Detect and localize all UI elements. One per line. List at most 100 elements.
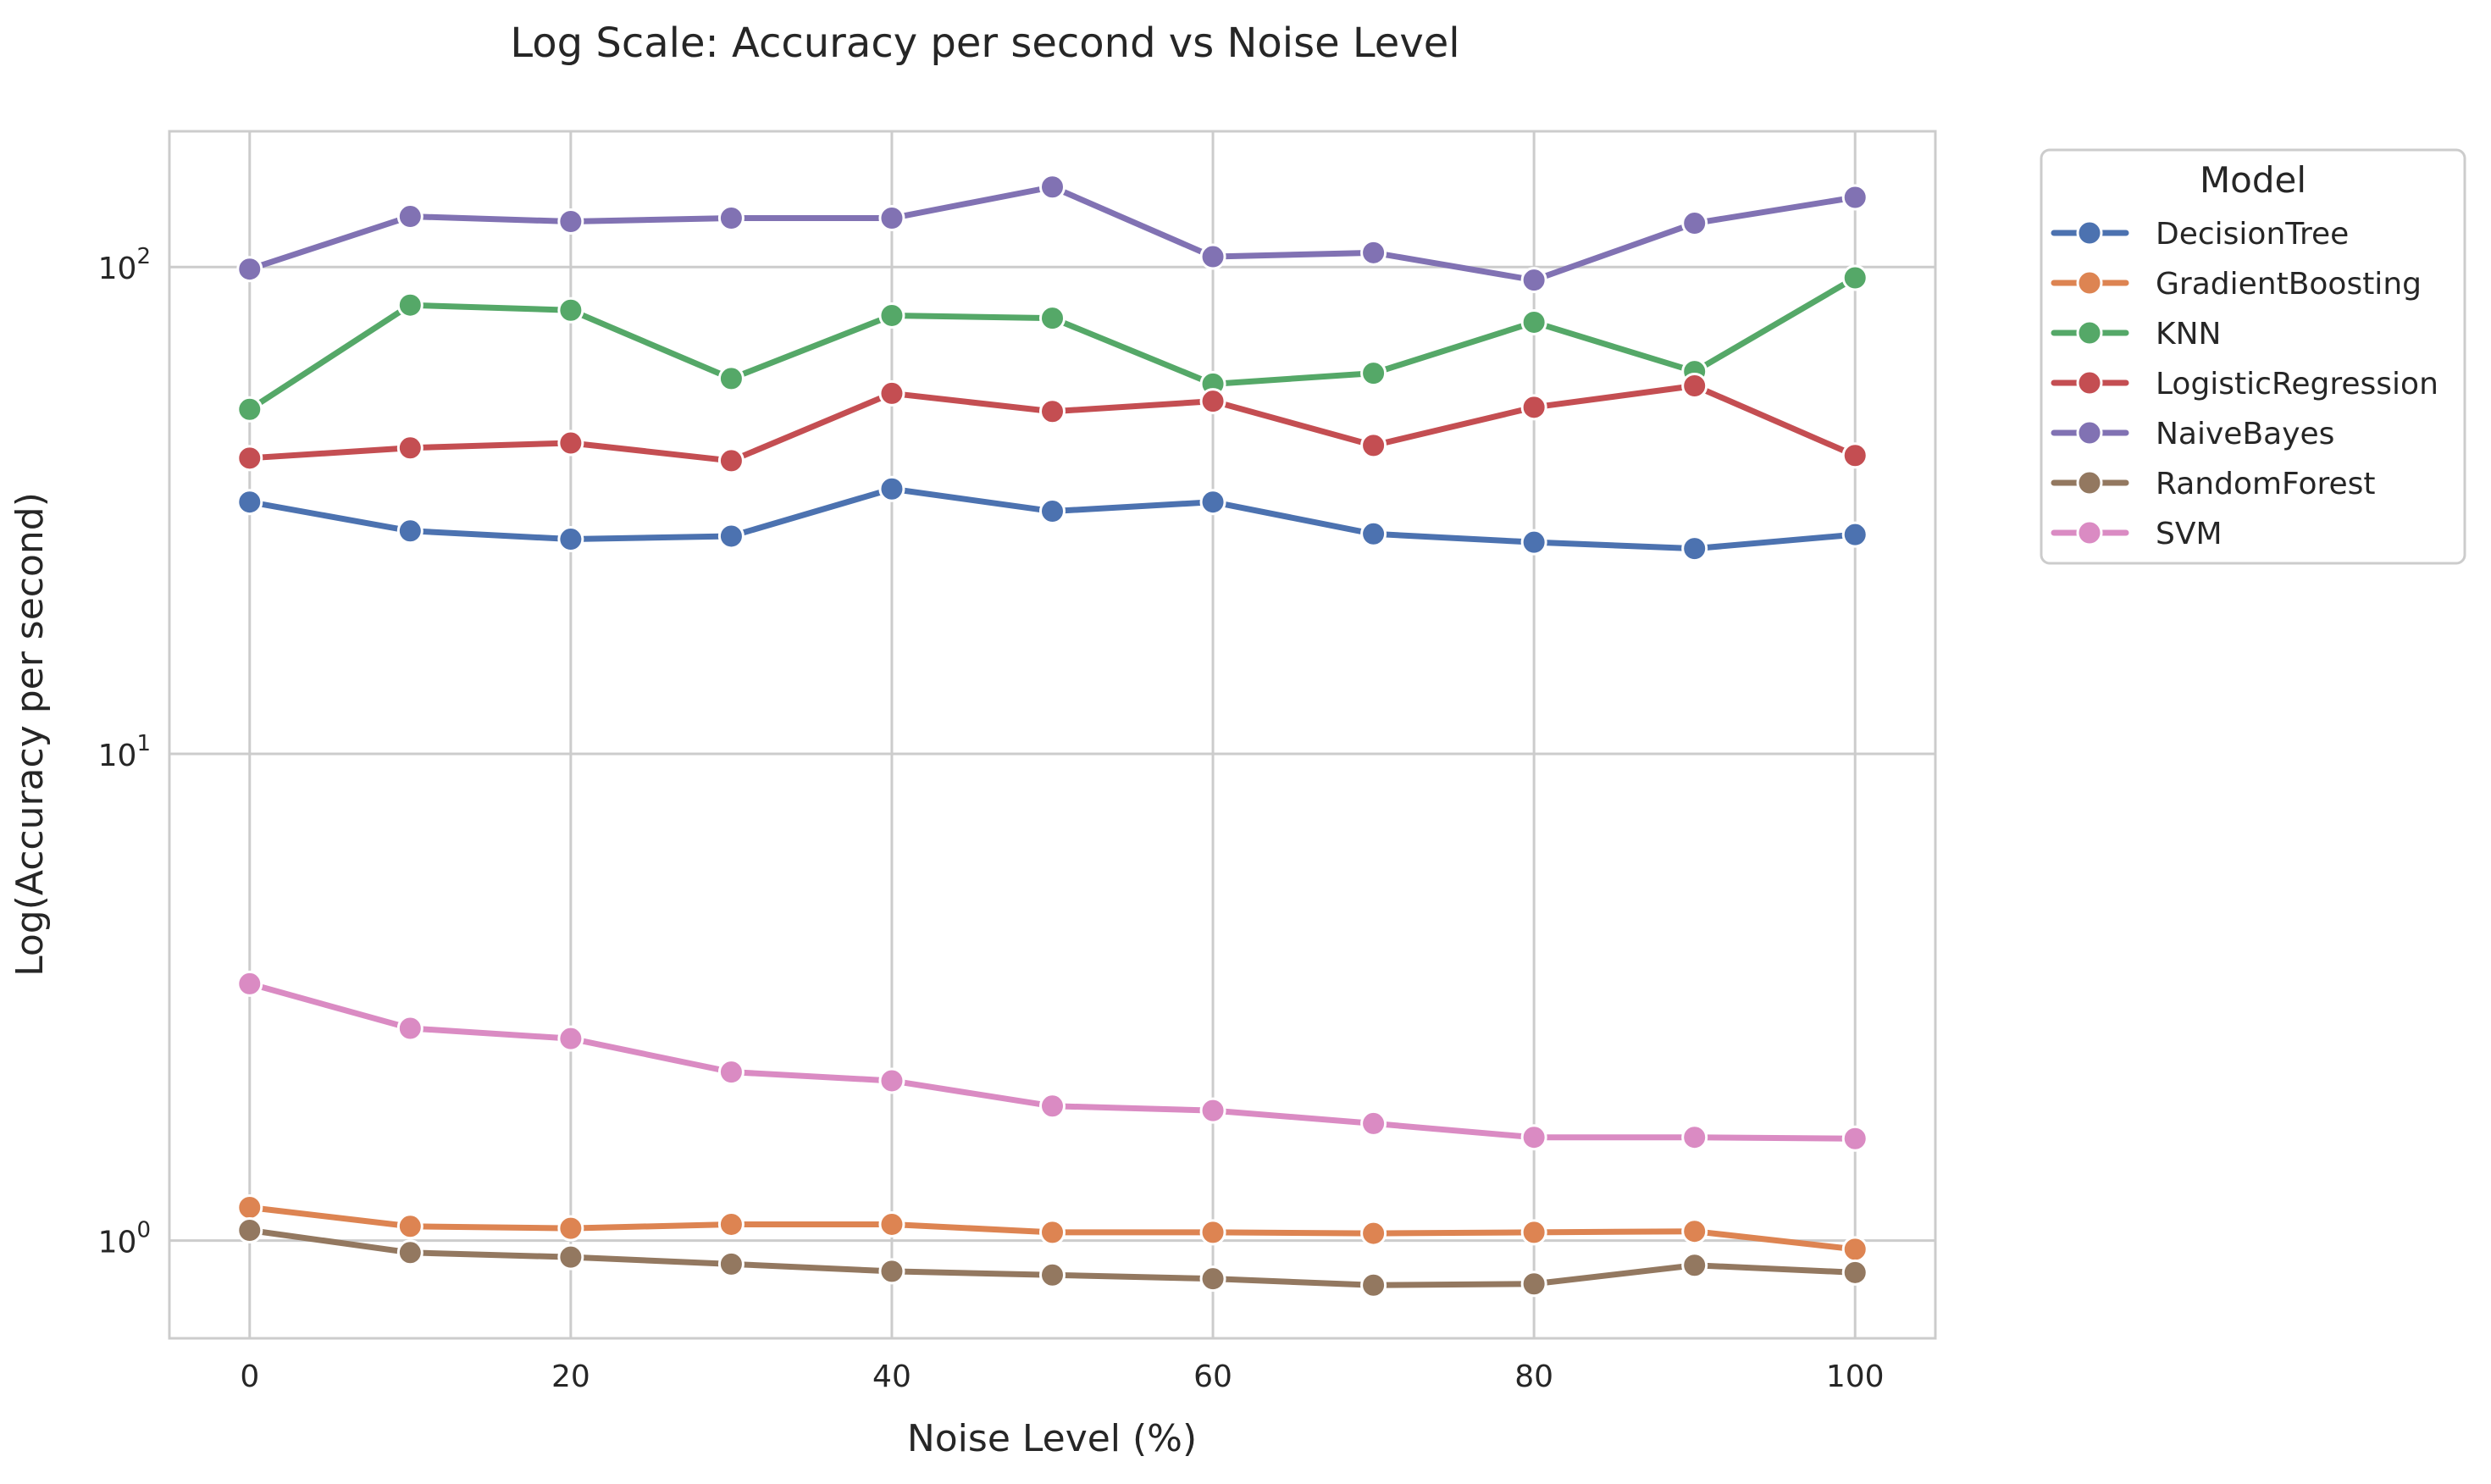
- data-point-randomforest: [1681, 1252, 1708, 1279]
- data-point-logisticregression: [1360, 432, 1387, 459]
- legend-item-gradientboosting: GradientBoosting: [2051, 267, 2422, 302]
- x-tick-label: 20: [551, 1359, 590, 1394]
- data-point-svm: [1039, 1093, 1066, 1120]
- data-point-svm: [1681, 1124, 1708, 1151]
- data-point-svm: [557, 1025, 584, 1052]
- chart-title: Log Scale: Accuracy per second vs Noise …: [510, 19, 1459, 67]
- y-axis-label: Log(Accuracy per second): [8, 492, 52, 977]
- grid: [169, 131, 1935, 1338]
- data-point-svm: [396, 1015, 423, 1042]
- legend-item-randomforest: RandomForest: [2051, 467, 2376, 501]
- legend-box: [2040, 148, 2466, 565]
- data-point-naivebayes: [1841, 184, 1868, 211]
- plot-frame: [168, 130, 1937, 1340]
- data-point-knn: [1520, 308, 1547, 335]
- data-point-logisticregression: [1841, 442, 1868, 469]
- data-point-decisiontree: [878, 475, 905, 502]
- y-tick-label: 101: [98, 731, 151, 773]
- legend-swatch-marker: [2076, 269, 2103, 296]
- y-tick-exponent: 2: [136, 244, 151, 269]
- x-axis-label: Noise Level (%): [907, 1417, 1197, 1460]
- data-point-naivebayes: [878, 205, 905, 232]
- legend-item-logisticregression: LogisticRegression: [2051, 367, 2438, 401]
- legend-items: DecisionTree GradientBoosting KNN LogisticR…: [2051, 217, 2438, 551]
- data-point-gradientboosting: [557, 1215, 584, 1242]
- data-point-svm: [236, 970, 263, 997]
- data-point-gradientboosting: [1841, 1236, 1868, 1263]
- data-point-decisiontree: [236, 489, 263, 516]
- x-tick-label: 40: [872, 1359, 911, 1394]
- data-point-knn: [396, 291, 423, 318]
- legend-item-svm: SVM: [2051, 517, 2223, 551]
- data-point-svm: [1360, 1110, 1387, 1137]
- data-point-randomforest: [396, 1239, 423, 1266]
- x-axis-ticks: 0 20 40 60 80 100: [240, 1359, 1884, 1394]
- legend-swatch-marker: [2076, 319, 2103, 346]
- data-point-naivebayes: [236, 256, 263, 283]
- data-point-naivebayes: [396, 203, 423, 230]
- data-point-logisticregression: [236, 445, 263, 472]
- data-point-logisticregression: [1681, 373, 1708, 400]
- data-point-logisticregression: [878, 379, 905, 407]
- legend-item-naivebayes: NaiveBayes: [2051, 417, 2334, 451]
- legend-title: Model: [2200, 159, 2306, 201]
- data-point-logisticregression: [396, 435, 423, 462]
- x-tick-label: 100: [1826, 1359, 1885, 1394]
- series-decisiontree: [236, 475, 1868, 562]
- y-tick-exponent: 0: [136, 1218, 151, 1243]
- legend-item-knn: KNN: [2051, 317, 2221, 352]
- data-point-gradientboosting: [1199, 1219, 1226, 1246]
- y-tick-label: 100: [98, 1218, 151, 1260]
- legend-label: LogisticRegression: [2156, 367, 2438, 401]
- data-point-knn: [1841, 264, 1868, 291]
- data-point-naivebayes: [557, 208, 584, 235]
- data-point-svm: [878, 1067, 905, 1094]
- data-point-logisticregression: [717, 447, 745, 474]
- data-point-randomforest: [1841, 1259, 1868, 1286]
- data-point-knn: [717, 365, 745, 392]
- series-layer: [236, 174, 1868, 1298]
- data-point-decisiontree: [1360, 520, 1387, 547]
- data-point-randomforest: [1039, 1261, 1066, 1288]
- data-point-svm: [1520, 1124, 1547, 1151]
- data-point-gradientboosting: [1039, 1219, 1066, 1246]
- data-point-knn: [878, 302, 905, 329]
- data-point-naivebayes: [1681, 210, 1708, 237]
- data-point-naivebayes: [717, 205, 745, 232]
- legend-swatch-marker: [2076, 369, 2103, 396]
- data-point-decisiontree: [1199, 489, 1226, 516]
- data-point-gradientboosting: [878, 1210, 905, 1238]
- data-point-gradientboosting: [236, 1193, 263, 1221]
- data-point-naivebayes: [1360, 239, 1387, 266]
- data-point-gradientboosting: [396, 1213, 423, 1240]
- series-logisticregression: [236, 373, 1868, 474]
- data-point-randomforest: [1360, 1271, 1387, 1298]
- data-point-naivebayes: [1199, 243, 1226, 270]
- data-point-logisticregression: [1199, 388, 1226, 415]
- legend-label: NaiveBayes: [2156, 417, 2334, 451]
- legend-label: SVM: [2156, 517, 2223, 551]
- data-point-naivebayes: [1039, 174, 1066, 201]
- legend-swatch-marker: [2076, 469, 2103, 496]
- legend: Model DecisionTree GradientBoosting KNN Log…: [2040, 148, 2466, 565]
- data-point-logisticregression: [1039, 398, 1066, 425]
- data-point-randomforest: [717, 1250, 745, 1277]
- series-gradientboosting: [236, 1193, 1868, 1263]
- data-point-gradientboosting: [1360, 1220, 1387, 1247]
- legend-item-decisiontree: DecisionTree: [2051, 217, 2349, 252]
- data-point-svm: [1841, 1125, 1868, 1152]
- data-point-randomforest: [1199, 1265, 1226, 1293]
- data-point-gradientboosting: [1681, 1218, 1708, 1245]
- data-point-decisiontree: [1681, 535, 1708, 562]
- data-point-decisiontree: [1841, 521, 1868, 548]
- data-point-decisiontree: [1520, 529, 1547, 556]
- data-point-decisiontree: [557, 526, 584, 553]
- data-point-randomforest: [557, 1243, 584, 1271]
- legend-label: KNN: [2156, 317, 2221, 352]
- data-point-decisiontree: [396, 518, 423, 545]
- data-point-svm: [717, 1059, 745, 1086]
- data-point-knn: [1039, 305, 1066, 332]
- data-point-knn: [1360, 360, 1387, 387]
- data-point-randomforest: [878, 1258, 905, 1285]
